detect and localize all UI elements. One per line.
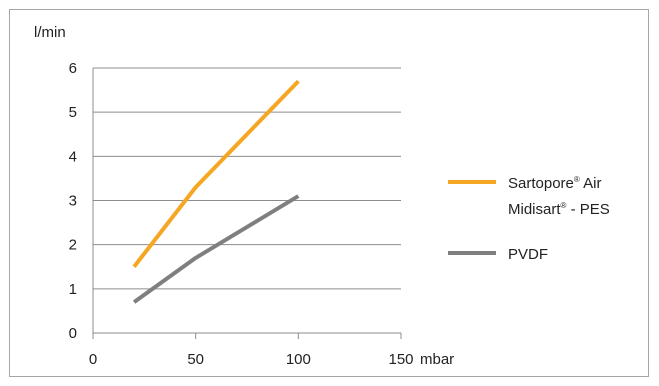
series-line-pvdf: [132, 194, 300, 304]
series-line-pes: [132, 79, 300, 268]
y-tick-labels: 0 1 2 3 4 5 6: [69, 60, 77, 342]
y-tick-label: 5: [69, 104, 77, 121]
x-tick-label: 100: [286, 351, 311, 368]
y-tick-label: 2: [69, 237, 77, 254]
y-tick-label: 6: [69, 60, 77, 77]
y-tick-label: 3: [69, 193, 77, 210]
y-tick-label: 0: [69, 325, 77, 342]
chart-frame: [9, 9, 649, 377]
x-tick-labels: 0 50 100 150: [89, 351, 414, 368]
legend-label-pvdf: PVDF: [508, 246, 548, 263]
legend: Sartopore® Air Midisart® - PES PVDF: [448, 175, 610, 263]
y-tick-label: 4: [69, 148, 77, 165]
y-tick-label: 1: [69, 281, 77, 298]
x-tick-label: 50: [187, 351, 204, 368]
gridlines: [92, 67, 402, 339]
x-tick-label: 0: [89, 351, 97, 368]
legend-label-pes-line1: Sartopore® Air: [508, 175, 601, 192]
series-lines: [132, 79, 300, 304]
x-tick-label: 150: [388, 351, 413, 368]
legend-label-pes-line2: Midisart® - PES: [508, 201, 610, 218]
y-axis-label: l/min: [34, 24, 66, 41]
x-axis-label: mbar: [420, 351, 454, 368]
